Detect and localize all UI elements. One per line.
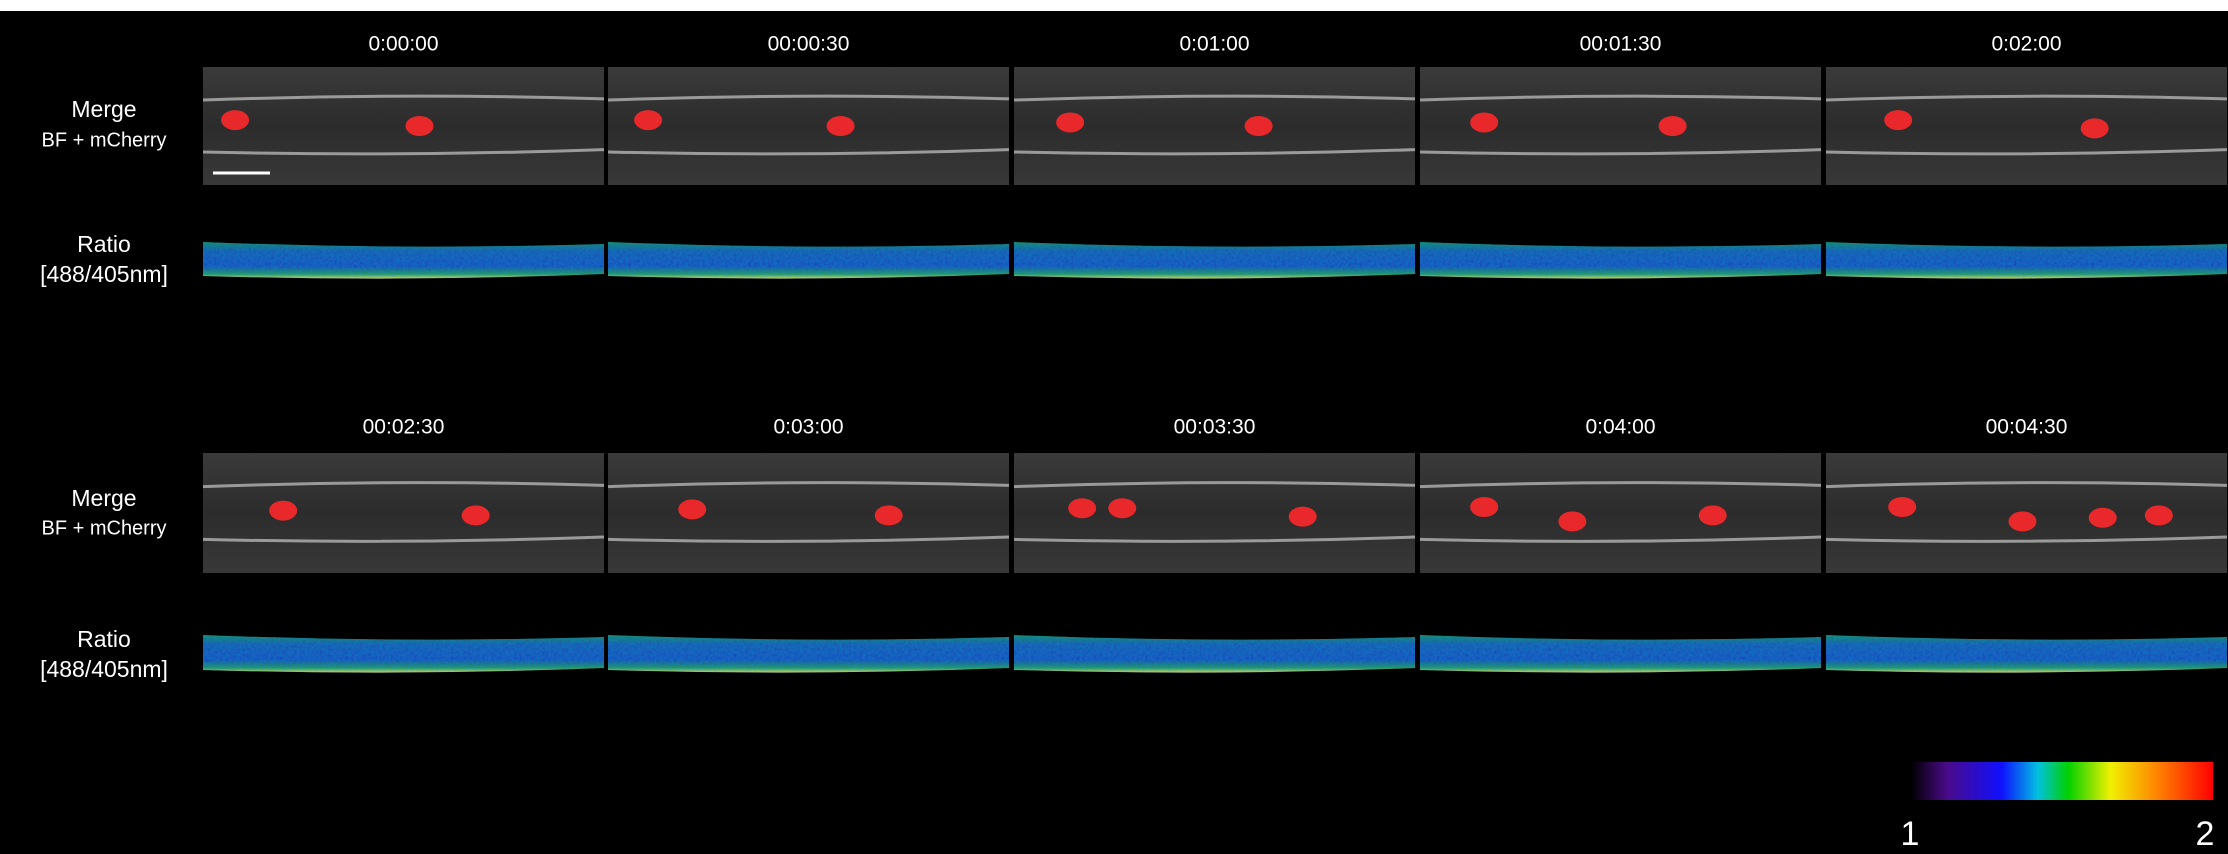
row-title: Ratio [77,231,131,257]
ratio-panel [1014,242,1415,279]
timepoint-label: 0:03:00 [773,416,843,439]
timepoint-label: 0:02:00 [1991,33,2061,56]
nucleus [1884,110,1912,130]
ratio-panel [203,242,604,279]
nucleus [2145,505,2173,525]
nucleus [1245,116,1273,136]
nucleus [1470,112,1498,132]
timepoint-label: 00:01:30 [1580,33,1662,56]
colorbar-max: 2 [2196,815,2215,853]
brightfield-panel [203,453,604,573]
row-subtitle: [488/405nm] [40,656,168,682]
timepoint-label: 0:01:00 [1179,33,1249,56]
timepoint-label: 0:04:00 [1585,416,1655,439]
brightfield-panel [203,67,604,185]
colorbar [1911,762,2213,800]
ratio-panel [1826,242,2227,279]
nucleus [634,110,662,130]
nucleus [1108,498,1136,518]
timepoint-label: 00:02:30 [363,416,445,439]
ratio-panel [1826,635,2227,673]
row-title: Merge [71,485,136,511]
row-subtitle: BF + mCherry [41,517,166,539]
ratio-panel [203,635,604,673]
timepoint-label: 00:04:30 [1986,416,2068,439]
top-strip [0,0,2228,11]
nucleus [2008,511,2036,531]
nucleus [1659,116,1687,136]
nucleus [462,505,490,525]
nucleus [1056,112,1084,132]
row-title: Merge [71,96,136,122]
nucleus [1068,498,1096,518]
row-subtitle: [488/405nm] [40,261,168,287]
timepoint-label: 00:03:30 [1174,416,1256,439]
timepoint-label: 0:00:00 [368,33,438,56]
nucleus [1470,497,1498,517]
brightfield-panel [608,67,1009,185]
row-title: Ratio [77,626,131,652]
row-subtitle: BF + mCherry [41,129,166,151]
timepoint-label: 00:00:30 [768,33,850,56]
brightfield-panel [608,453,1009,573]
brightfield-panel [1826,67,2227,185]
nucleus [1289,507,1317,527]
figure: 1 2 Merge BF + mCherry Ratio [488/405nm] 0:0… [0,0,2228,854]
ratio-panel [1420,635,1821,673]
nucleus [678,499,706,519]
colorbar-min: 1 [1901,815,1920,853]
nucleus [1699,505,1727,525]
ratio-panel [1420,242,1821,279]
ratio-panel [608,242,1009,279]
nucleus [2089,508,2117,528]
nucleus [221,110,249,130]
nucleus [1888,497,1916,517]
nucleus [2081,118,2109,138]
ratio-panel [1014,635,1415,673]
nucleus [875,505,903,525]
nucleus [269,501,297,521]
ratio-panel [608,635,1009,673]
nucleus [406,116,434,136]
nucleus [827,116,855,136]
nucleus [1558,511,1586,531]
